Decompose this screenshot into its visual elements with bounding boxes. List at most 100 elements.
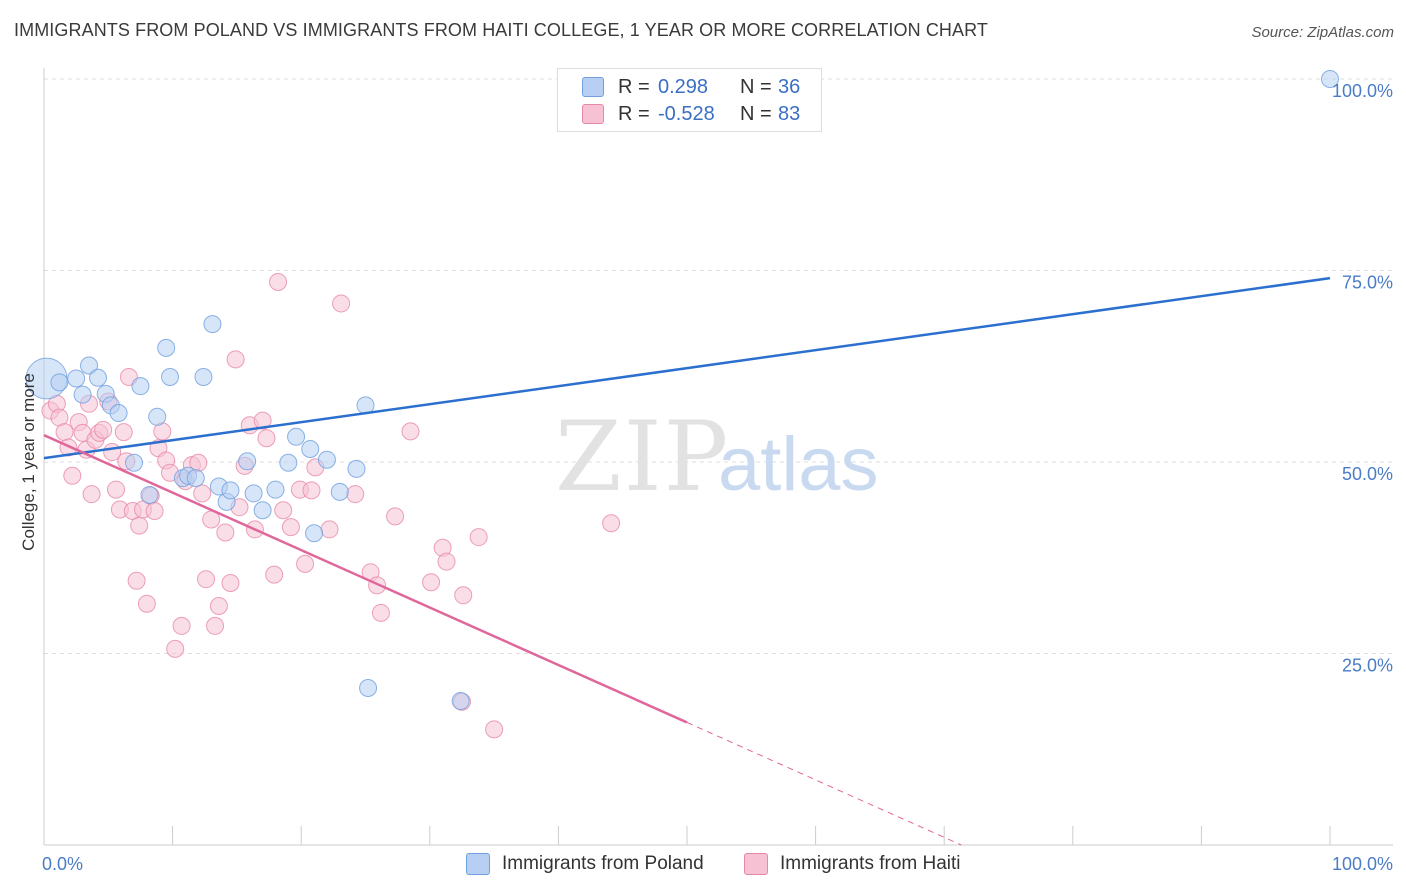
haiti-point xyxy=(371,603,390,622)
haiti-point xyxy=(127,571,146,590)
poland-point xyxy=(244,484,263,503)
poland-swatch-icon xyxy=(466,853,490,875)
y-tick-label: 25.0% xyxy=(1342,656,1393,676)
poland-point xyxy=(266,480,285,499)
poland-point xyxy=(317,450,336,469)
haiti-point xyxy=(55,423,74,442)
legend-n-label: N = xyxy=(740,102,772,125)
haiti-point xyxy=(257,429,276,448)
legend-row-poland: R = 0.298 N = 36 xyxy=(582,76,800,98)
legend-n-label: N = xyxy=(740,75,772,98)
poland-point xyxy=(305,524,324,543)
haiti-point xyxy=(320,520,339,539)
poland-point xyxy=(330,482,349,501)
poland-point xyxy=(73,385,92,404)
haiti-point xyxy=(265,565,284,584)
y-axis-label: College, 1 year or more xyxy=(19,373,38,551)
haiti-point xyxy=(193,484,212,503)
legend-n-value: 36 xyxy=(778,75,801,98)
legend-r-value: 0.298 xyxy=(658,75,709,98)
chart-title: IMMIGRANTS FROM POLAND VS IMMIGRANTS FRO… xyxy=(14,20,989,40)
y-tick-label: 50.0% xyxy=(1342,464,1393,484)
x-tick-label: 100.0% xyxy=(1332,854,1393,874)
poland-point xyxy=(148,407,167,426)
haiti-point xyxy=(485,720,504,739)
source-label: Source: ZipAtlas.com xyxy=(1251,24,1394,41)
haiti-point xyxy=(454,586,473,605)
legend-row-haiti: R = -0.528 N = 83 xyxy=(582,103,800,125)
poland-point xyxy=(161,367,180,386)
stats-legend: R = 0.298 N = 36 R = -0.528 N = 83 xyxy=(557,68,822,132)
legend-r-value: -0.528 xyxy=(658,102,715,125)
haiti-point xyxy=(274,501,293,520)
watermark-atlas: atlas xyxy=(718,422,879,507)
haiti-point xyxy=(602,514,621,533)
haiti-point xyxy=(226,350,245,369)
poland-point xyxy=(140,485,159,504)
poland-point xyxy=(50,373,69,392)
haiti-trend-line-extension xyxy=(686,721,962,846)
poland-trend-line xyxy=(43,276,1331,460)
legend-r-label: R = xyxy=(618,75,650,98)
poland-point xyxy=(125,453,144,472)
poland-point xyxy=(186,469,205,488)
poland-swatch-icon xyxy=(582,77,604,97)
legend-label-haiti: Immigrants from Haiti xyxy=(780,853,961,874)
poland-point xyxy=(253,501,272,520)
poland-point xyxy=(80,356,99,375)
haiti-point xyxy=(221,574,240,593)
haiti-point xyxy=(401,422,420,441)
tick-labels: 25.0% 50.0% 75.0% 100.0% 0.0% 100.0% xyxy=(42,81,1393,874)
haiti-point xyxy=(197,570,216,589)
haiti-point xyxy=(296,554,315,573)
x-tick-label: 0.0% xyxy=(42,854,83,874)
poland-points xyxy=(25,70,1339,710)
poland-point xyxy=(89,368,108,387)
haiti-point xyxy=(94,420,113,439)
haiti-point xyxy=(145,502,164,521)
haiti-point xyxy=(469,528,488,547)
haiti-point xyxy=(114,423,133,442)
poland-point xyxy=(131,377,150,396)
trend-lines xyxy=(43,276,1331,846)
haiti-point xyxy=(346,485,365,504)
poland-point xyxy=(203,315,222,334)
poland-point xyxy=(279,453,298,472)
haiti-points xyxy=(41,272,621,739)
haiti-point xyxy=(206,616,225,635)
grid-lines xyxy=(44,78,1393,654)
watermark: ZIP atlas xyxy=(555,401,879,513)
haiti-point xyxy=(107,480,126,499)
haiti-point xyxy=(82,485,101,504)
legend-r-label: R = xyxy=(618,102,650,125)
poland-point xyxy=(109,403,128,422)
poland-point xyxy=(287,427,306,446)
poland-point xyxy=(221,481,240,500)
haiti-point xyxy=(422,573,441,592)
haiti-point xyxy=(63,466,82,485)
haiti-point xyxy=(253,411,272,430)
haiti-point xyxy=(130,516,149,535)
y-tick-label: 100.0% xyxy=(1332,81,1393,101)
poland-point xyxy=(194,367,213,386)
haiti-point xyxy=(281,518,300,537)
poland-point xyxy=(67,369,86,388)
legend-label-poland: Immigrants from Poland xyxy=(502,853,704,874)
y-tick-label: 75.0% xyxy=(1342,273,1393,293)
legend-item-poland[interactable]: Immigrants from Poland xyxy=(466,851,704,877)
haiti-point xyxy=(172,616,191,635)
poland-point xyxy=(347,459,366,478)
watermark-zip: ZIP xyxy=(555,401,730,513)
haiti-point xyxy=(302,481,321,500)
legend-item-haiti[interactable]: Immigrants from Haiti xyxy=(744,851,961,877)
poland-point xyxy=(359,678,378,697)
haiti-point xyxy=(137,594,156,613)
poland-point xyxy=(1321,70,1339,88)
haiti-point xyxy=(216,523,235,542)
haiti-point xyxy=(209,597,228,616)
haiti-point xyxy=(332,294,351,313)
haiti-point xyxy=(269,272,288,291)
poland-point xyxy=(238,452,257,471)
haiti-swatch-icon xyxy=(744,853,768,875)
